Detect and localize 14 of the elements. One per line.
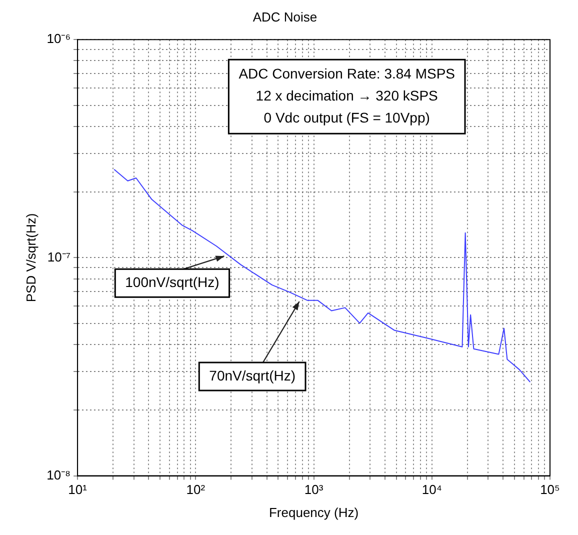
annotation: ADC Conversion Rate: 3.84 MSPS 12 x decimation → 320 kSPS 0 Vdc output (FS = 10Vpp) — [238, 65, 456, 126]
y-tick-label: 10⁻⁷ — [47, 249, 71, 264]
y-axis-title: PSD V/sqrt(Hz) — [23, 213, 38, 302]
x-tick-label: 10⁴ — [422, 482, 442, 498]
x-tick-label: 10² — [186, 482, 206, 498]
x-tick-label: 10³ — [304, 482, 324, 498]
chart-title: ADC Noise — [252, 9, 318, 24]
x-tick-label: 10¹ — [68, 482, 88, 498]
x-axis-title: Frequency (Hz) — [268, 504, 359, 520]
annotation: 70nV/sqrt(Hz) — [209, 367, 296, 384]
annotation: 100nV/sqrt(Hz) — [125, 274, 220, 290]
x-tick-label: 10⁵ — [540, 482, 560, 498]
y-tick-label: 10⁻⁸ — [46, 467, 71, 482]
y-tick-label: 10⁻⁶ — [46, 31, 71, 46]
